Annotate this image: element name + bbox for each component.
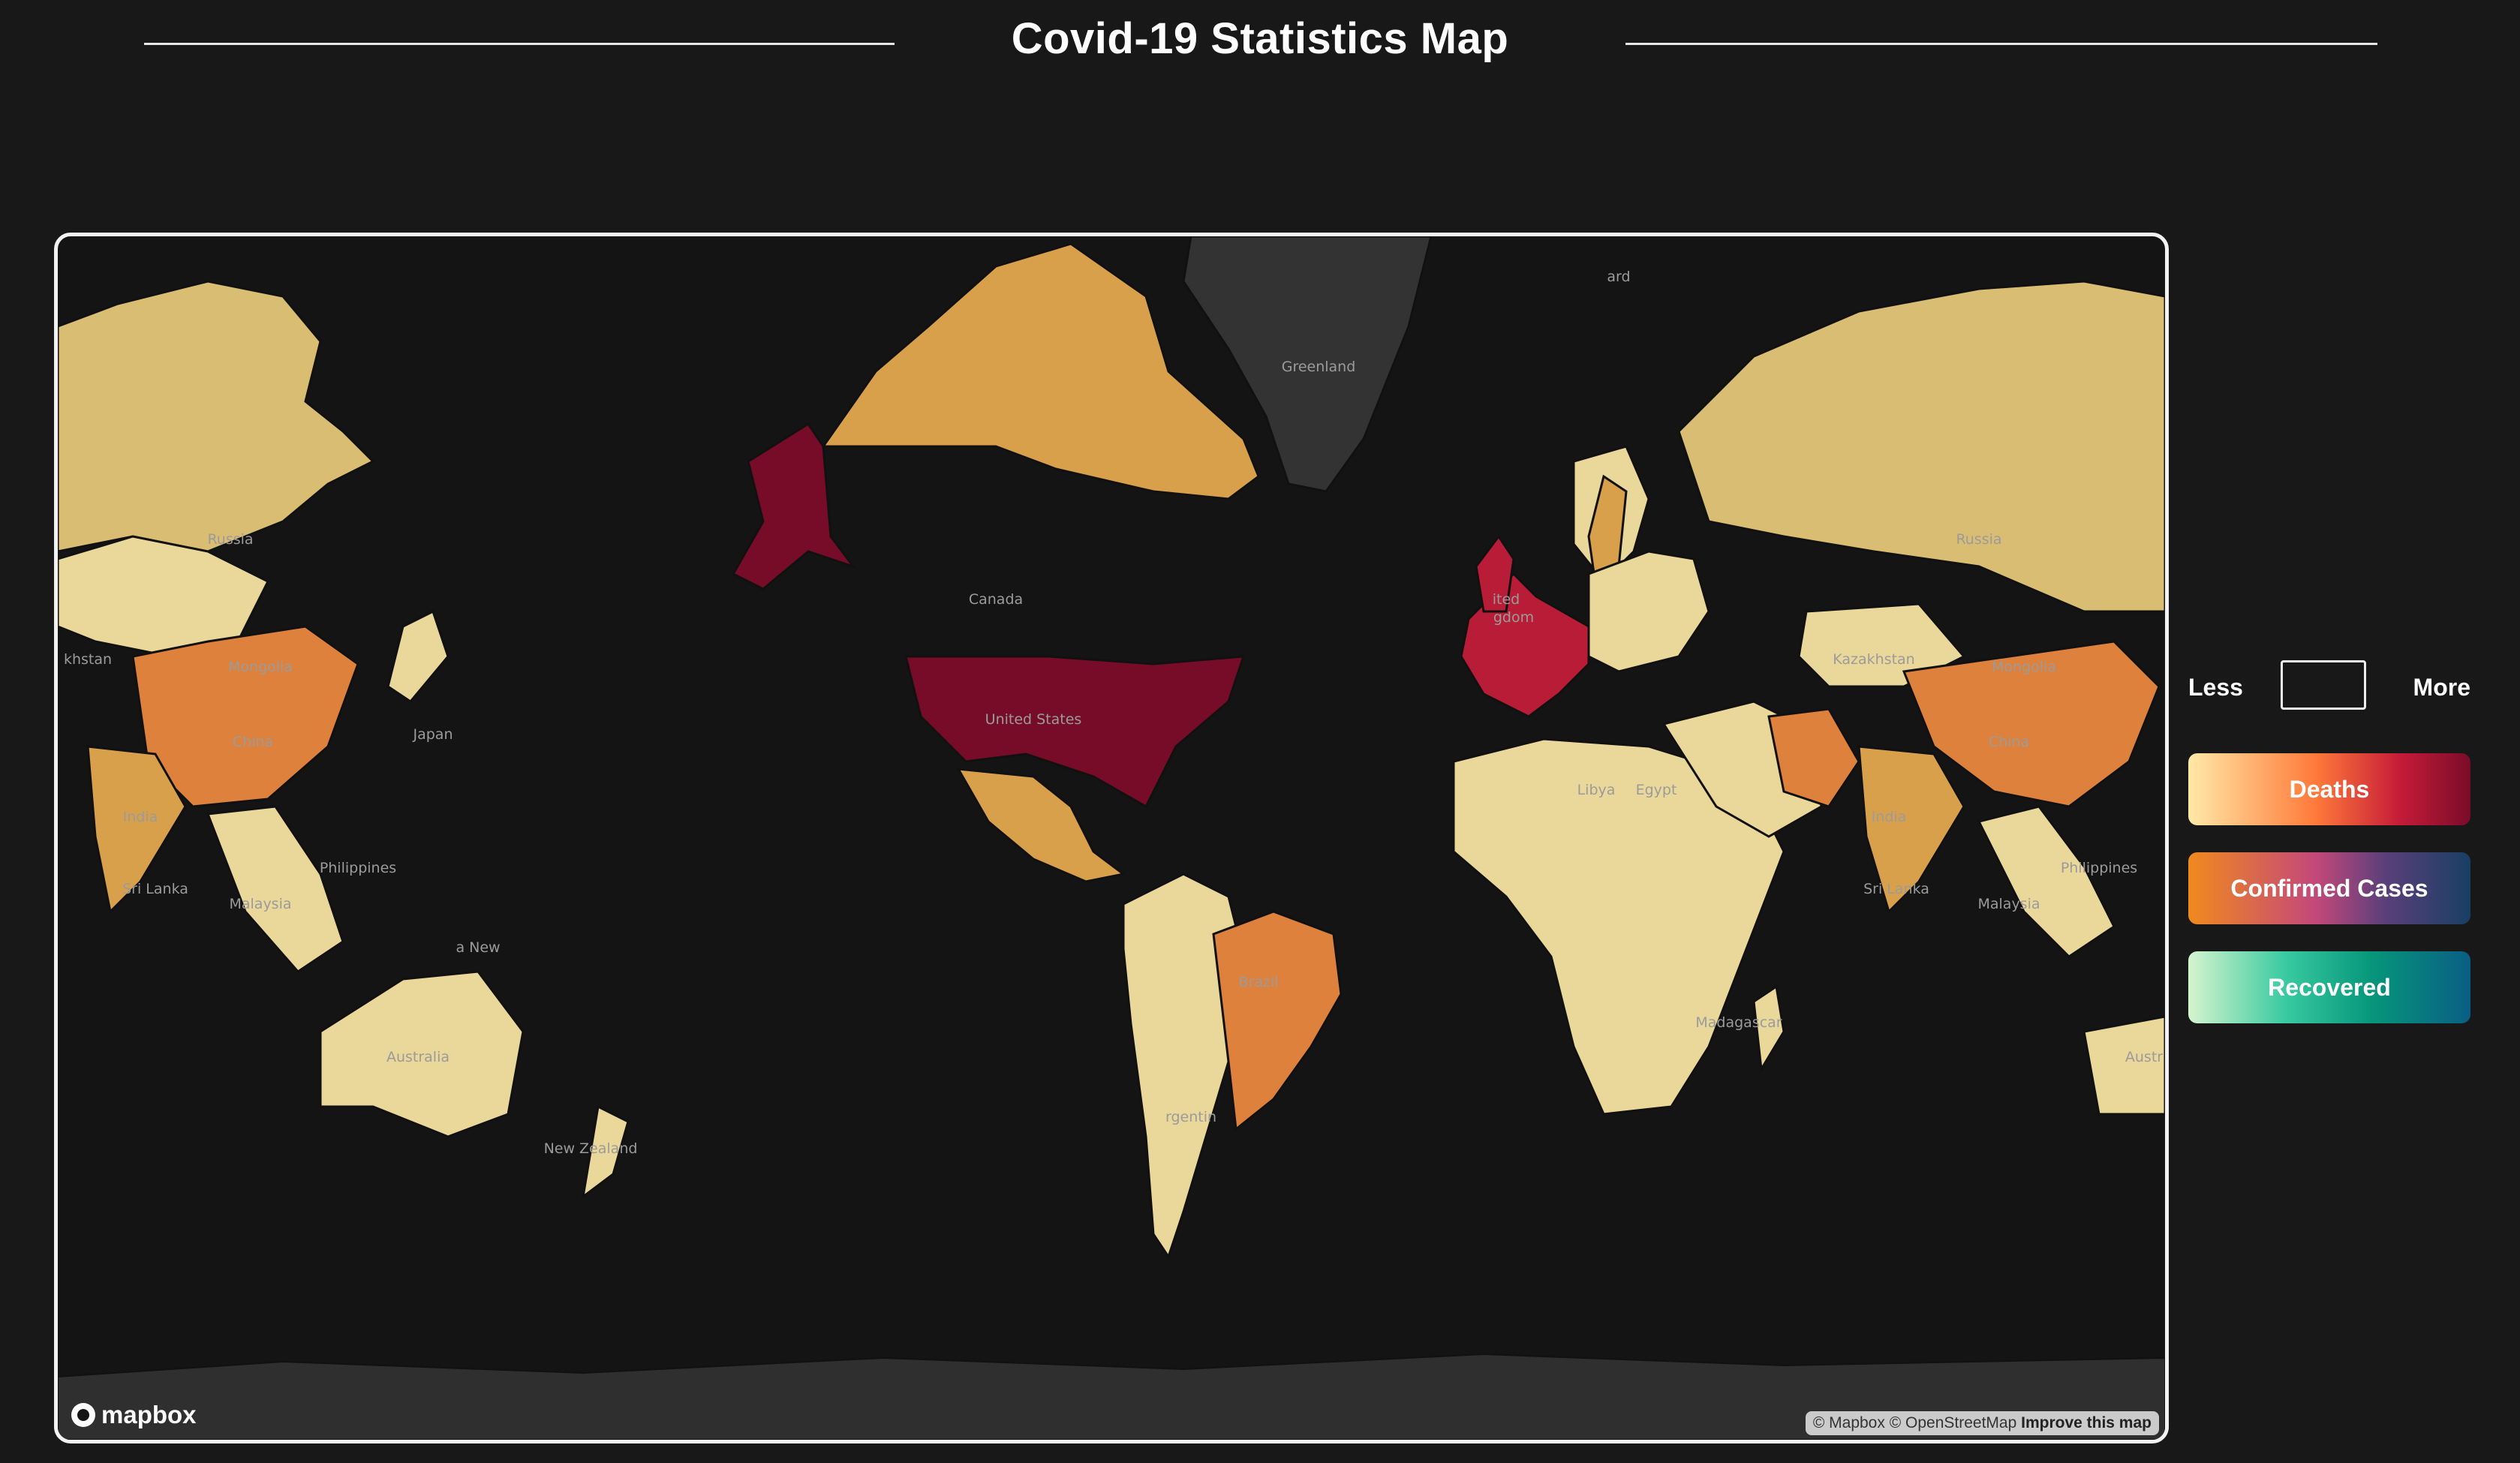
map-india-left	[86, 745, 187, 915]
map-new-zealand	[581, 1104, 630, 1200]
map-se-asia-right	[1977, 805, 2116, 958]
map-south-america-west	[1122, 873, 1245, 1260]
map-canvas[interactable]: Greenland Russia Russia Canada United St…	[58, 236, 2165, 1440]
map-mexico	[956, 768, 1126, 883]
map-united-states	[904, 655, 1246, 809]
label-japan: Japan	[413, 726, 453, 743]
map-iran	[1767, 707, 1860, 808]
label-russia-right: Russia	[1956, 531, 2001, 548]
map-attribution: © Mapbox © OpenStreetMap Improve this ma…	[1805, 1411, 2159, 1435]
label-philippines-left: Philippines	[320, 860, 396, 876]
map-russia-right	[1677, 280, 2165, 613]
header-rule-right	[1625, 43, 2377, 45]
map-africa	[1452, 738, 1785, 1116]
map-canada	[821, 242, 1260, 500]
map-central-asia-right	[1797, 602, 1966, 688]
map-uk	[1475, 534, 1515, 613]
mapbox-logo-text: mapbox	[101, 1401, 197, 1428]
header-rule-left	[144, 43, 895, 45]
label-uk-2: gdom	[1493, 609, 1534, 626]
map-australia-right	[2082, 1015, 2165, 1116]
map-antarctica	[58, 1353, 2165, 1440]
label-russia-left: Russia	[207, 531, 253, 548]
confirmed-cases-button[interactable]: Confirmed Cases	[2188, 852, 2470, 924]
map-alaska	[731, 422, 857, 590]
label-madagascar: Madagascar	[1695, 1014, 1782, 1031]
map-madagascar	[1752, 984, 1785, 1073]
legend-scale: Less More	[2185, 660, 2470, 714]
label-china-left: China	[233, 734, 273, 750]
label-india-right: India	[1872, 809, 1907, 825]
legend-panel: Less More Deaths Confirmed Cases Recover…	[2185, 660, 2470, 1023]
deaths-button[interactable]: Deaths	[2188, 753, 2470, 825]
recovered-button[interactable]: Recovered	[2188, 951, 2470, 1023]
page-header: Covid-19 Statistics Map	[0, 0, 2520, 90]
label-china-right: China	[1989, 734, 2029, 750]
label-mongolia-right: Mongolia	[1992, 659, 2056, 675]
label-australia-right: Austr	[2125, 1049, 2163, 1065]
label-greenland: Greenland	[1282, 359, 1356, 375]
label-svalbard: ard	[1607, 269, 1630, 285]
label-sri-lanka-left: Sri Lanka	[122, 881, 188, 897]
label-kazakhstan-right: Kazakhstan	[1833, 651, 1914, 668]
label-new-zealand: New Zealand	[544, 1140, 638, 1157]
legend-swatch	[2281, 660, 2366, 710]
map-india-right	[1857, 745, 1965, 914]
label-australia-left: Australia	[386, 1049, 450, 1065]
map-china-right	[1902, 640, 2161, 808]
label-india-left: India	[123, 809, 158, 825]
label-papua: a New	[456, 939, 500, 956]
label-canada: Canada	[969, 591, 1023, 608]
label-philippines-right: Philippines	[2061, 860, 2137, 876]
label-sri-lanka-right: Sri Lanka	[1863, 881, 1929, 897]
label-kazakhstan-left: khstan	[64, 651, 112, 668]
mapbox-logo-icon	[71, 1403, 95, 1427]
map-eastern-europe	[1587, 550, 1710, 673]
label-mongolia-left: Mongolia	[228, 659, 293, 675]
label-uk: ited	[1493, 591, 1520, 608]
mapbox-logo[interactable]: mapbox	[71, 1401, 197, 1429]
label-argentina: rgentin	[1165, 1109, 1216, 1125]
label-egypt: Egypt	[1636, 782, 1677, 798]
improve-map-link[interactable]: Improve this map	[2021, 1414, 2152, 1431]
label-malaysia-left: Malaysia	[229, 896, 291, 912]
label-united-states: United States	[985, 711, 1082, 728]
map-se-asia-left	[206, 805, 344, 973]
world-map[interactable]: Greenland Russia Russia Canada United St…	[54, 233, 2169, 1443]
attribution-text[interactable]: © Mapbox © OpenStreetMap	[1812, 1414, 2017, 1431]
page-title: Covid-19 Statistics Map	[1011, 14, 1509, 63]
map-australia-left	[319, 970, 525, 1138]
label-malaysia-right: Malaysia	[1977, 896, 2040, 912]
label-brazil: Brazil	[1238, 974, 1278, 990]
map-russia-left	[58, 280, 375, 553]
legend-less-label: Less	[2188, 674, 2243, 701]
map-japan	[386, 609, 450, 703]
map-brazil	[1212, 910, 1343, 1131]
legend-more-label: More	[2413, 674, 2470, 701]
label-libya: Libya	[1577, 782, 1616, 798]
map-greenland	[1182, 236, 1433, 493]
